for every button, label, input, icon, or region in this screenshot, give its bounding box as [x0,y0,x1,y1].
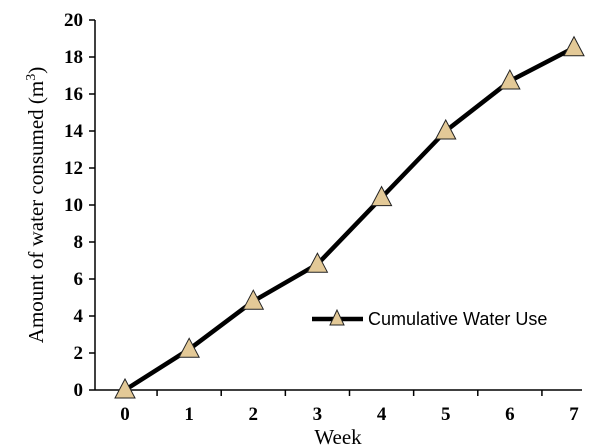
x-tick-label: 5 [441,404,451,425]
data-point-marker [306,252,329,273]
data-point-marker [242,289,265,310]
x-axis-title: Week [314,425,362,447]
data-point-marker [499,68,521,90]
legend-label: Cumulative Water Use [368,309,547,329]
x-tick-label: 2 [249,404,259,425]
series-line [123,45,576,392]
legend: Cumulative Water Use [312,308,547,329]
x-tick-label: 3 [313,404,323,425]
y-axis-title-close: ) [24,67,48,74]
y-tick-labels: 0 2 4 6 8 10 12 14 16 18 20 [64,10,84,401]
x-tick-labels: 0 1 2 3 4 5 6 7 [120,404,579,425]
x-tick-label: 1 [184,404,194,425]
data-point-marker [370,185,393,207]
series-layer [114,35,585,399]
y-axis-title: Amount of water consumed (m3) [24,67,48,343]
axes [89,19,582,396]
y-tick-label: 8 [74,232,84,253]
x-tick-label: 4 [377,404,387,425]
y-tick-label: 2 [74,343,84,364]
y-tick-label: 4 [74,306,84,327]
data-point-marker [563,35,585,57]
x-tick-label: 7 [569,404,579,425]
x-tick-label: 6 [505,404,515,425]
data-point-marker [178,337,200,358]
x-tick-label: 0 [120,404,130,425]
y-tick-label: 20 [64,10,83,31]
data-point-marker [434,118,457,140]
y-axis-title-superscript: 3 [24,74,39,81]
y-axis-title-main: Amount of water consumed (m [24,81,48,343]
y-tick-label: 6 [74,269,84,290]
y-tick-label: 16 [64,84,83,105]
y-tick-label: 18 [64,47,83,68]
y-tick-label: 12 [64,158,83,179]
legend-marker-triangle [329,308,345,326]
data-point-marker [114,377,136,399]
y-tick-label: 14 [64,121,84,142]
y-tick-label: 10 [64,195,83,216]
y-tick-label: 0 [74,380,84,401]
